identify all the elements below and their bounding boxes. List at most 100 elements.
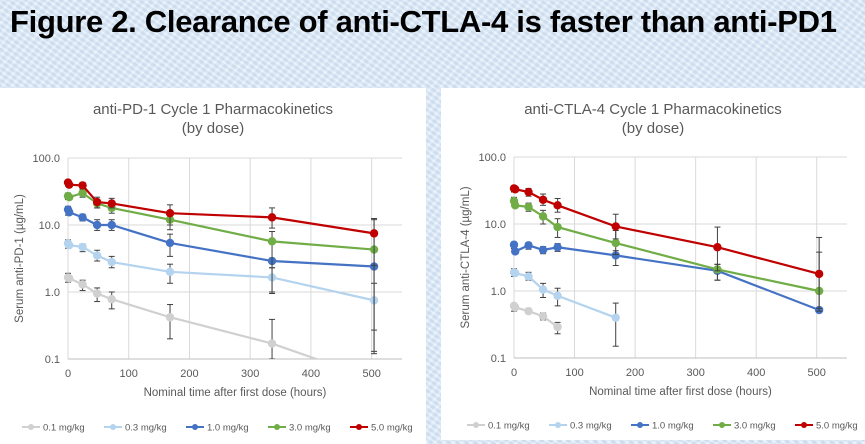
data-point — [78, 181, 87, 190]
legend-label: 1.0 mg/kg — [207, 423, 249, 434]
chart-title: anti-PD-1 Cycle 1 Pharmacokinetics (by d… — [0, 100, 426, 138]
error-bar — [612, 302, 619, 347]
legend-marker — [555, 422, 561, 428]
legend-item: 0.3 mg/kg — [104, 423, 167, 434]
legend-item: 5.0 mg/kg — [350, 423, 413, 434]
legend-marker — [719, 422, 725, 428]
data-point — [511, 201, 520, 210]
data-point — [511, 268, 520, 278]
data-point — [611, 238, 620, 248]
slide-title: Figure 2. Clearance of anti-CTLA-4 is fa… — [10, 4, 837, 39]
data-point — [267, 237, 277, 246]
chart-plot-anti-pd1: 0 100 200 300 400 500 0.1 1.0 10.0 100.0 Nominal t… — [14, 153, 413, 434]
data-point — [538, 312, 548, 321]
error-bar — [371, 218, 378, 266]
legend-label: 5.0 mg/kg — [816, 421, 858, 432]
data-point — [713, 243, 722, 252]
series-line — [67, 276, 320, 359]
data-point — [65, 180, 74, 189]
series-group — [63, 178, 379, 359]
data-point — [165, 209, 175, 218]
data-point — [553, 222, 562, 232]
x-tick-label: 300 — [241, 368, 259, 380]
x-tick-label: 400 — [302, 368, 320, 380]
x-tick-label: 400 — [747, 367, 765, 379]
data-point — [538, 245, 548, 255]
y-tick-label: 0.1 — [491, 353, 506, 365]
chart-plot-anti-ctla4: 0 100 200 300 400 500 0.1 1.0 10.0 100.0 Nominal t… — [460, 152, 858, 432]
error-bar — [167, 304, 174, 340]
data-point — [524, 241, 533, 250]
legend-item: 3.0 mg/kg — [713, 421, 776, 432]
chart-panel-anti-pd1: anti-PD-1 Cycle 1 Pharmacokinetics (by d… — [0, 88, 426, 444]
data-point — [553, 201, 562, 210]
legend-label: 5.0 mg/kg — [371, 423, 413, 434]
data-point — [65, 240, 74, 250]
x-tick-label: 500 — [362, 368, 380, 380]
data-point — [553, 291, 562, 300]
legend-item: 1.0 mg/kg — [186, 423, 249, 434]
error-bar — [269, 318, 276, 359]
data-point — [511, 185, 520, 194]
data-point — [107, 199, 116, 208]
legend-label: 3.0 mg/kg — [734, 421, 776, 432]
data-point — [78, 188, 87, 198]
y-tick-label: 1.0 — [491, 286, 506, 298]
data-point — [611, 251, 620, 260]
data-point — [814, 269, 824, 279]
x-tick-label: 0 — [511, 367, 517, 379]
legend-marker — [356, 424, 362, 430]
legend-marker — [192, 424, 198, 430]
x-tick-label: 300 — [686, 367, 704, 379]
data-point — [165, 313, 175, 322]
data-point — [92, 251, 102, 260]
x-axis-label: Nominal time after first dose (hours) — [589, 386, 772, 398]
legend-item: 3.0 mg/kg — [268, 423, 331, 434]
legend-marker — [274, 424, 280, 430]
legend-item: 5.0 mg/kg — [795, 421, 858, 432]
chart-title-main: anti-PD-1 Cycle 1 Pharmacokinetics — [92, 101, 334, 118]
data-point — [92, 220, 102, 230]
legend-item: 0.1 mg/kg — [467, 421, 530, 432]
data-point — [267, 213, 277, 222]
data-point — [78, 280, 87, 289]
x-tick-label: 200 — [626, 367, 644, 379]
data-point — [524, 187, 533, 197]
data-point — [65, 192, 74, 202]
legend-marker — [28, 424, 34, 430]
series-line — [66, 209, 375, 268]
data-point — [165, 267, 175, 277]
data-point — [165, 238, 175, 248]
series-line — [513, 187, 820, 275]
data-point — [511, 303, 520, 312]
series-group — [509, 184, 824, 347]
chart-subtitle: (by dose) — [621, 120, 685, 137]
data-point — [107, 220, 116, 230]
y-tick-label: 100.0 — [478, 152, 506, 164]
legend-item: 0.3 mg/kg — [549, 421, 612, 432]
x-axis-label: Nominal time after first dose (hours) — [144, 387, 327, 399]
data-point — [538, 285, 548, 294]
data-point — [553, 322, 562, 332]
y-tick-label: 0.1 — [45, 354, 60, 366]
x-tick-label: 100 — [120, 368, 138, 380]
legend-marker — [637, 422, 643, 428]
y-tick-label: 10.0 — [39, 220, 60, 232]
data-point — [369, 229, 379, 238]
data-point — [107, 257, 116, 267]
legend-label: 0.3 mg/kg — [125, 423, 167, 434]
y-tick-label: 100.0 — [32, 153, 60, 165]
data-point — [65, 274, 74, 283]
chart-subtitle: (by dose) — [181, 120, 245, 137]
x-tick-label: 100 — [565, 367, 583, 379]
legend-label: 0.1 mg/kg — [488, 421, 530, 432]
legend-marker — [473, 422, 479, 428]
chart-panel-anti-ctla4: anti-CTLA-4 Cycle 1 Pharmacokinetics (by… — [441, 88, 865, 440]
data-point — [65, 208, 74, 217]
data-point — [511, 247, 520, 256]
legend-item: 0.1 mg/kg — [22, 423, 85, 434]
data-point — [92, 197, 102, 207]
data-point — [267, 339, 277, 348]
legend-label: 0.3 mg/kg — [570, 421, 612, 432]
data-point — [92, 289, 102, 298]
